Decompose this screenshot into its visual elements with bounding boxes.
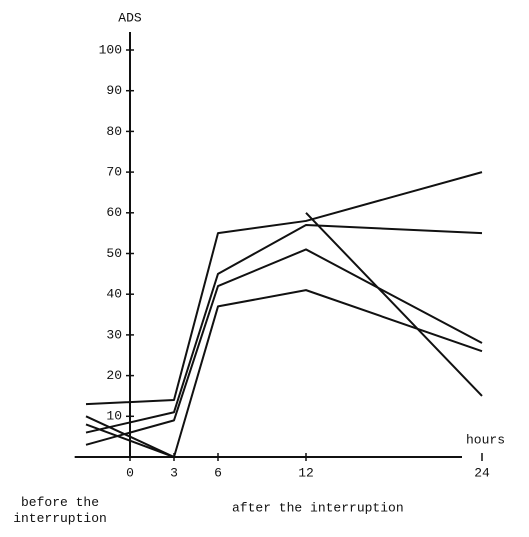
y-tick-label: 60 (106, 205, 122, 220)
y-tick-label: 30 (106, 327, 122, 342)
series-line (85, 171, 483, 406)
series-line (85, 212, 483, 458)
y-axis-label: ADS (118, 10, 142, 25)
x-tick-label: 12 (298, 465, 314, 480)
annotation: before the interruption (13, 495, 107, 526)
y-tick-label: 70 (106, 165, 122, 180)
y-tick-label: 50 (106, 246, 122, 261)
x-tick-label: 24 (474, 465, 490, 480)
x-tick-label: 6 (214, 465, 222, 480)
x-tick-label: 3 (170, 465, 178, 480)
x-axis-label: hours (466, 432, 505, 447)
y-tick-label: 90 (106, 83, 122, 98)
y-tick-label: 10 (106, 409, 122, 424)
y-tick-label: 80 (106, 124, 122, 139)
x-tick-label: 0 (126, 465, 134, 480)
y-tick-label: 100 (99, 42, 122, 57)
annotation-box: before the interruption (13, 495, 107, 526)
series-line (85, 224, 483, 434)
series-line (85, 248, 483, 446)
y-tick-label: 40 (106, 287, 122, 302)
annotation: after the interruption (232, 500, 404, 515)
y-tick-label: 20 (106, 368, 122, 383)
series-line (85, 289, 483, 458)
